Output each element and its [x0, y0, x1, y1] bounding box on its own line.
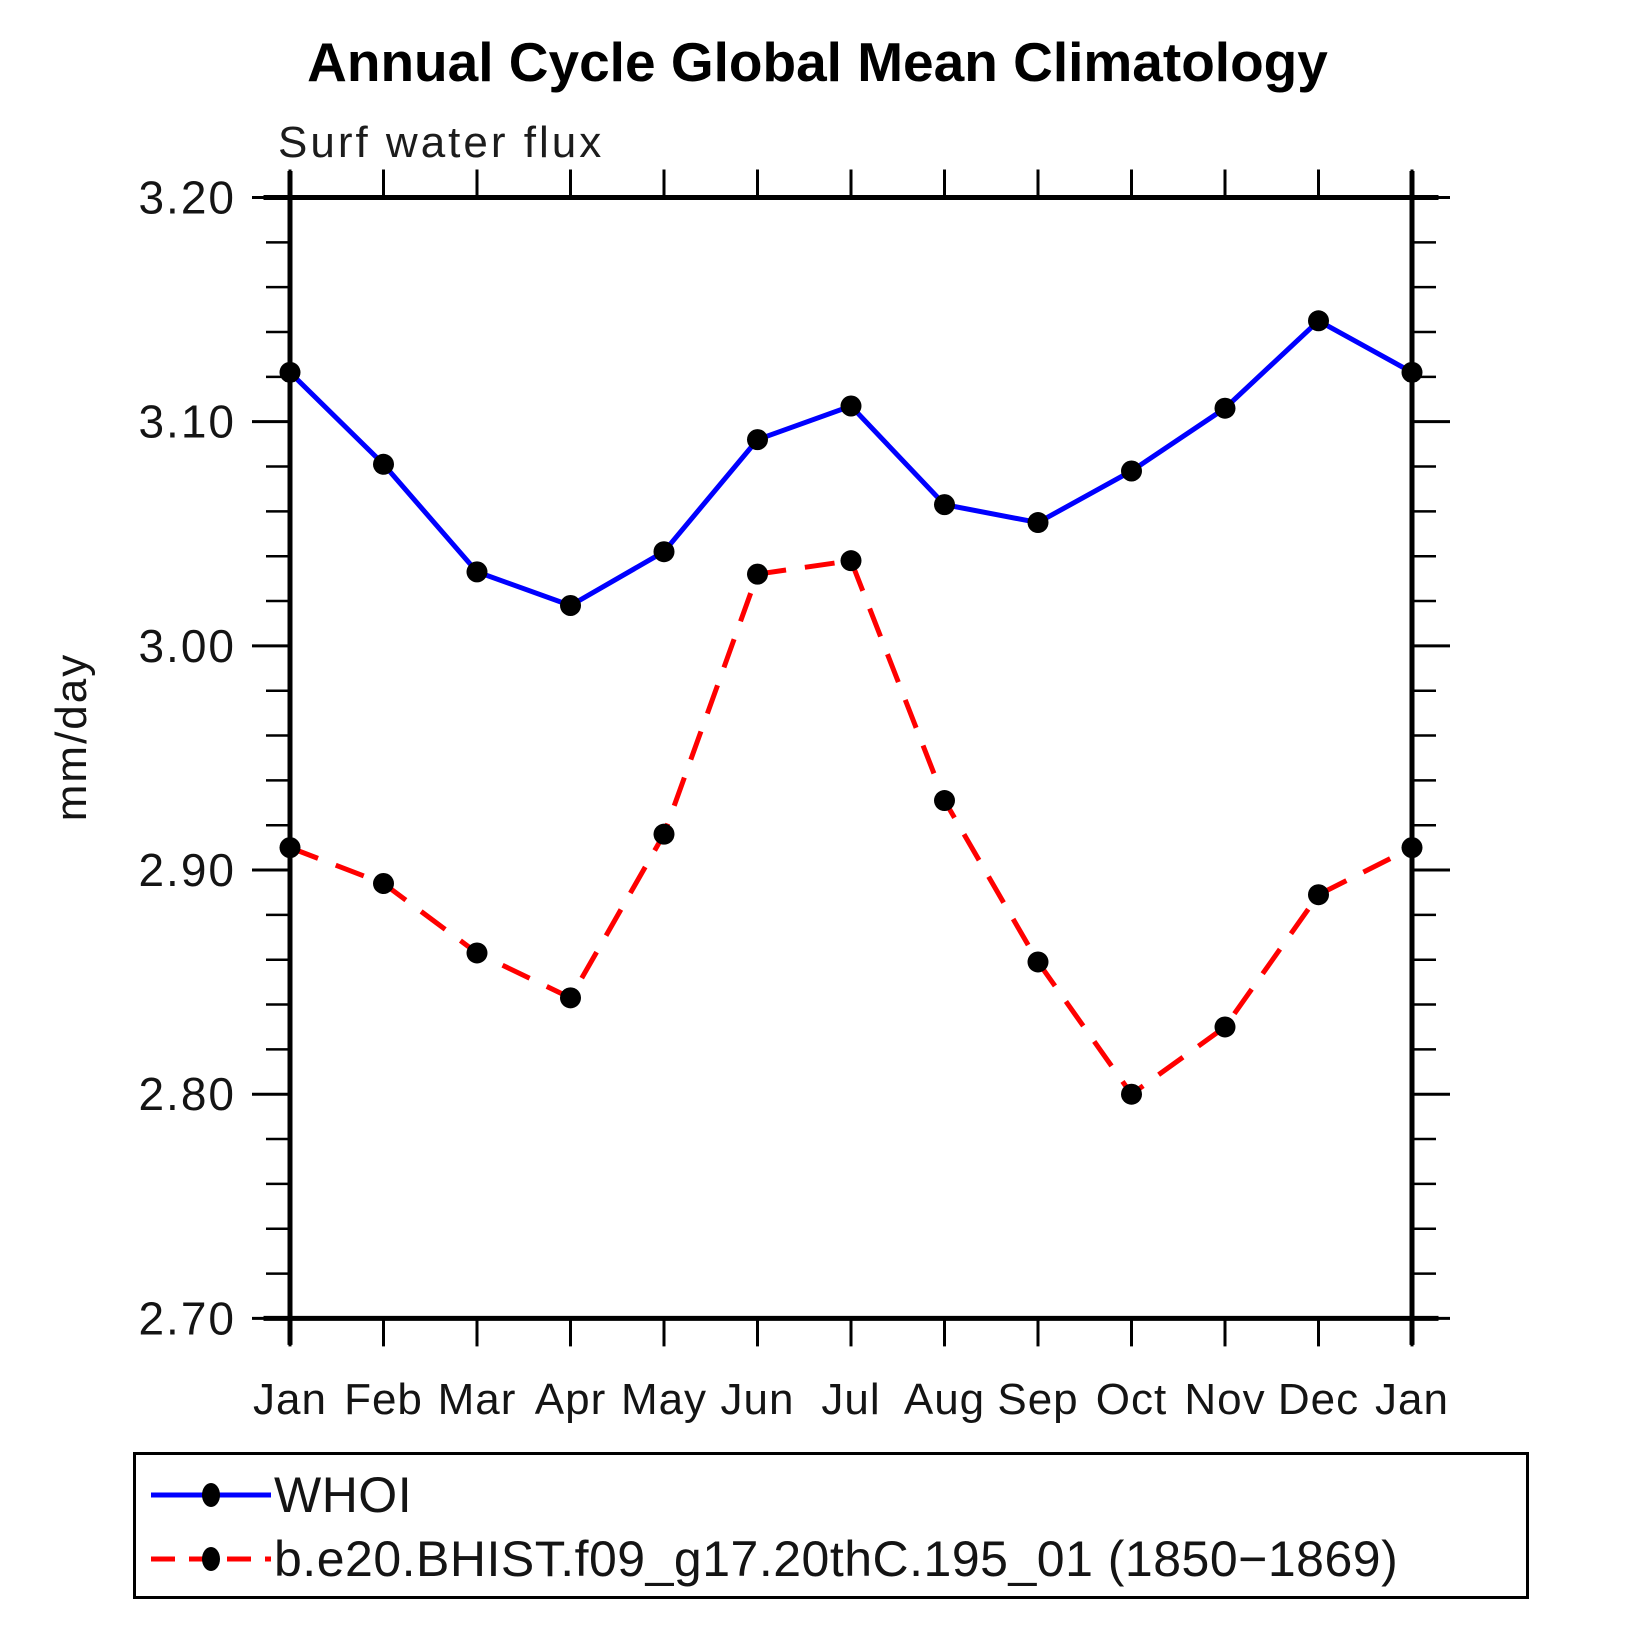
- data-point-s1-12: [1401, 837, 1423, 859]
- x-tick-label: Feb: [344, 1375, 423, 1424]
- x-tick-label: Aug: [904, 1375, 985, 1424]
- y-tick-label: 3.10: [138, 396, 236, 448]
- legend-marker-dot: [202, 1547, 220, 1571]
- data-point-s0-6: [840, 395, 862, 417]
- data-point-s0-12: [1401, 361, 1423, 383]
- y-tick-label: 3.20: [138, 172, 236, 224]
- data-point-s0-0: [279, 361, 301, 383]
- data-point-s1-2: [466, 942, 488, 964]
- series-group: [279, 310, 1423, 1105]
- data-point-s1-5: [747, 563, 768, 585]
- x-tick-label: Jan: [1375, 1375, 1449, 1424]
- series-line-1: [289, 557, 1414, 1098]
- data-point-s1-11: [1308, 884, 1329, 906]
- y-tick-label: 2.80: [138, 1068, 236, 1120]
- data-point-s0-2: [466, 561, 488, 583]
- data-point-s1-4: [653, 823, 675, 845]
- legend-label-model: b.e20.BHIST.f09_g17.20thC.195_01 (1850−1…: [274, 1531, 1399, 1587]
- x-tick-label: Nov: [1184, 1375, 1265, 1424]
- data-point-s0-5: [747, 429, 768, 451]
- chart-title: Annual Cycle Global Mean Climatology: [307, 31, 1328, 93]
- y-tick-label: 2.90: [138, 844, 236, 896]
- data-point-s1-10: [1214, 1016, 1236, 1038]
- y-tick-label: 3.00: [138, 620, 236, 672]
- legend: WHOI b.e20.BHIST.f09_g17.20thC.195_01 (1…: [133, 1452, 1529, 1599]
- y-tick-label: 2.70: [138, 1292, 236, 1344]
- data-point-s0-8: [1027, 512, 1049, 534]
- x-tick-label: Mar: [438, 1375, 517, 1424]
- data-point-s1-6: [840, 550, 862, 572]
- legend-sample-whoi: [151, 1483, 271, 1507]
- axes: Jan Feb Mar Apr May Jun Jul Aug Sep Oct Nov Dec Jan 3…: [138, 169, 1450, 1424]
- data-point-s0-3: [560, 595, 581, 617]
- data-point-s0-4: [653, 541, 675, 563]
- legend-marker-dot: [202, 1483, 220, 1507]
- data-point-s0-1: [373, 453, 394, 475]
- legend-sample-model: [151, 1547, 271, 1571]
- legend-item-whoi: WHOI: [148, 1467, 412, 1523]
- data-point-s1-3: [560, 987, 581, 1009]
- x-tick-label: May: [621, 1375, 707, 1424]
- x-tick-label: Jun: [721, 1375, 795, 1424]
- x-tick-label: Dec: [1278, 1375, 1359, 1424]
- data-point-s1-0: [279, 837, 301, 859]
- data-point-s0-9: [1121, 460, 1142, 482]
- data-point-s1-1: [373, 872, 394, 894]
- data-point-s0-7: [934, 494, 955, 516]
- legend-label-whoi: WHOI: [274, 1467, 413, 1523]
- data-point-s0-10: [1214, 397, 1236, 419]
- x-tick-label: Jan: [253, 1375, 327, 1424]
- data-point-s0-11: [1308, 310, 1329, 332]
- legend-item-model: b.e20.BHIST.f09_g17.20thC.195_01 (1850−1…: [148, 1531, 1398, 1587]
- y-axis-label: mm/day: [47, 653, 96, 821]
- data-point-s1-7: [934, 790, 955, 812]
- x-tick-label: Oct: [1096, 1375, 1167, 1424]
- x-tick-label: Apr: [535, 1375, 606, 1424]
- data-point-s1-9: [1121, 1083, 1142, 1105]
- plot-subtitle: Surf water flux: [278, 118, 604, 167]
- data-point-s1-8: [1027, 951, 1049, 973]
- x-tick-label: Jul: [821, 1375, 880, 1424]
- x-tick-label: Sep: [997, 1375, 1078, 1424]
